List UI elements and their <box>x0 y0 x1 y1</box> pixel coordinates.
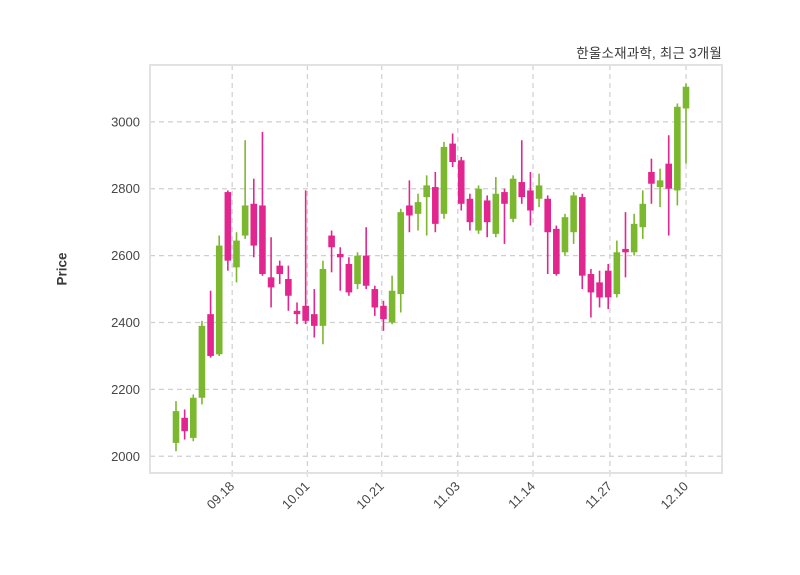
candle-body-down <box>267 277 275 288</box>
candle-body-up <box>172 411 180 443</box>
candle-body-down <box>380 305 387 320</box>
candle-body-down <box>311 314 318 326</box>
candle-body-down <box>362 255 370 286</box>
candle-body-up <box>397 212 405 295</box>
candle-body-down <box>648 172 655 184</box>
candle-body-down <box>483 200 491 223</box>
x-tick-label: 12.10 <box>658 479 692 513</box>
candle-body-down <box>406 205 413 216</box>
candle-body-down <box>578 197 586 276</box>
candle-body-up <box>561 217 569 253</box>
y-tick-label: 2200 <box>111 382 140 397</box>
x-tick-label: 09.18 <box>204 479 238 513</box>
plot-background <box>150 65 722 473</box>
candle-body-up <box>233 240 240 268</box>
candle-body-down <box>604 270 612 298</box>
candle-body-up <box>189 397 197 438</box>
candle-body-up <box>656 180 664 188</box>
candle-body-down <box>302 305 309 321</box>
candle-body-down <box>449 143 456 162</box>
candle-body-down <box>276 265 284 275</box>
candle-body-down <box>544 198 551 233</box>
y-tick-label: 2600 <box>111 248 140 263</box>
candle-body-up <box>241 205 249 236</box>
candle-body-down <box>285 279 292 296</box>
y-tick-label: 3000 <box>111 114 140 129</box>
candle-body-down <box>328 235 335 248</box>
candle-body-down <box>665 163 673 189</box>
candle-body-down <box>587 274 595 293</box>
candle-body-down <box>466 198 474 223</box>
candle-body-up <box>535 185 543 199</box>
candle-body-up <box>613 252 621 295</box>
candle-body-down <box>224 192 232 261</box>
y-tick-label: 2800 <box>111 181 140 196</box>
candle-body-down <box>207 314 214 356</box>
candle-body-down <box>336 253 344 258</box>
candle-body-down <box>518 182 526 198</box>
candle-body-up <box>319 269 327 326</box>
candle-body-up <box>354 255 361 285</box>
candle-body-down <box>293 310 301 315</box>
candle-body-up <box>440 146 448 214</box>
candle-body-up <box>198 325 206 398</box>
y-tick-label: 2000 <box>111 449 140 464</box>
candle-body-up <box>492 193 500 234</box>
y-axis-label: Price <box>54 252 70 286</box>
y-tick-label: 2400 <box>111 315 140 330</box>
candle-body-down <box>553 228 560 275</box>
x-tick-label: 11.14 <box>505 479 538 512</box>
candle-body-up <box>639 203 647 228</box>
candle-body-up <box>475 188 482 231</box>
chart-title: 한울소재과학, 최근 3개월 <box>576 46 722 61</box>
x-tick-label: 10.01 <box>279 479 313 513</box>
candle-body-down <box>259 205 266 275</box>
candle-body-up <box>215 245 223 355</box>
candle-body-down <box>181 417 188 432</box>
candle-body-up <box>423 185 430 198</box>
candle-body-up <box>630 223 638 253</box>
candle-body-down <box>527 190 534 211</box>
candle-body-down <box>250 203 258 246</box>
x-tick-label: 11.27 <box>582 479 615 512</box>
candle-body-down <box>345 263 353 293</box>
candle-body-down <box>622 248 629 253</box>
candle-body-up <box>509 178 517 219</box>
candle-body-up <box>414 202 422 214</box>
candle-body-down <box>457 160 465 204</box>
candle-body-up <box>674 106 681 191</box>
candle-body-up <box>682 86 690 109</box>
plot-border <box>149 64 723 474</box>
x-tick-label: 10.21 <box>353 479 387 513</box>
candle-body-up <box>570 195 577 233</box>
candle-body-down <box>371 289 379 308</box>
candle-body-down <box>501 192 508 204</box>
x-tick-label: 11.03 <box>430 479 463 512</box>
candle-body-up <box>388 290 396 323</box>
candle-body-down <box>596 282 603 298</box>
candle-body-down <box>432 187 439 224</box>
